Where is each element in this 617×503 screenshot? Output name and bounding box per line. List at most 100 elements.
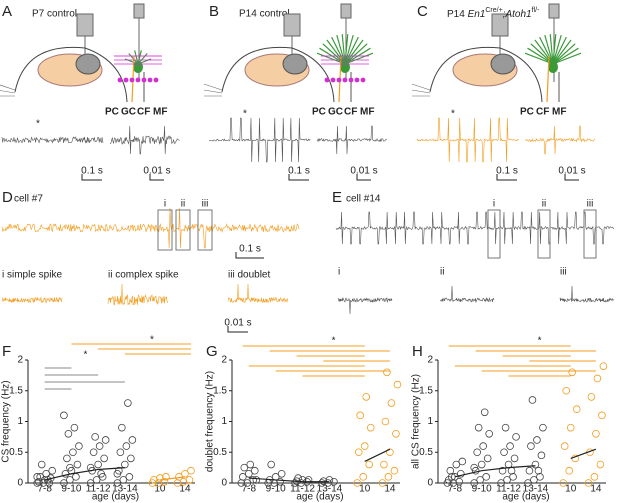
y-tick-label: 0.5: [213, 447, 227, 458]
data-point: [101, 436, 110, 444]
y-tick-label: 0: [427, 478, 433, 489]
scale-bar: [81, 174, 102, 181]
data-point: [584, 479, 593, 487]
data-point: [113, 469, 122, 478]
cell-name: cell #7: [14, 194, 43, 205]
mouse-head: [429, 46, 543, 103]
data-point: [533, 436, 541, 444]
x-tick-label: 14: [179, 484, 191, 495]
data-point: [479, 442, 487, 450]
dendrite: [344, 52, 374, 65]
data-point: [365, 460, 374, 469]
y-tick-label: 1: [221, 416, 227, 427]
gc: [342, 77, 348, 83]
data-point: [245, 469, 253, 478]
data-point: [498, 466, 507, 475]
data-point: [593, 374, 602, 383]
dendrite: [552, 34, 557, 65]
scale-label: 0.01 s: [350, 166, 377, 177]
significance-star: *: [83, 350, 87, 361]
data-point: [500, 448, 508, 457]
data-point: [60, 479, 68, 487]
data-point: [380, 460, 388, 469]
data-point: [95, 442, 104, 450]
title-part: ;Atoh1: [503, 9, 532, 20]
cell-label: GC: [328, 107, 343, 118]
trace: [208, 117, 311, 163]
trend-line: [364, 448, 391, 463]
cell-label: MF: [360, 107, 374, 118]
dendrite: [336, 34, 346, 65]
title-part: fl/-: [532, 7, 540, 14]
cf: [546, 55, 550, 103]
data-point: [378, 479, 387, 487]
data-point: [122, 442, 131, 450]
cell-label: GC: [121, 107, 136, 118]
data-point: [383, 368, 391, 377]
data-point: [566, 423, 575, 432]
data-point: [160, 477, 169, 486]
y-axis-label: all CS frequency (Hz): [411, 374, 422, 469]
data-point: [86, 479, 95, 487]
trend-line: [248, 477, 330, 483]
electrode: [76, 13, 94, 37]
trace: [1, 296, 63, 304]
data-point: [330, 477, 338, 486]
data-point: [92, 476, 101, 484]
x-axis-label: age (days): [92, 492, 139, 503]
trace: [416, 117, 519, 163]
snippet-label: i: [338, 267, 340, 278]
data-point: [477, 460, 486, 469]
cell-label: MF: [153, 107, 167, 118]
cell-label: MF: [552, 107, 566, 118]
data-point: [91, 433, 99, 441]
gc: [135, 77, 141, 83]
data-point: [356, 411, 365, 420]
whisker: [0, 90, 16, 94]
pc-soma: [133, 61, 143, 73]
data-point: [318, 479, 326, 487]
data-point: [393, 380, 402, 389]
selection-box: [175, 209, 191, 251]
title-part: En1: [468, 9, 486, 20]
panel-letter: D: [2, 189, 13, 206]
data-point: [100, 454, 108, 463]
selection-box: [583, 209, 597, 259]
scale-bar: [235, 252, 264, 259]
selection-box: [537, 209, 551, 259]
y-tick-label: 1.5: [419, 385, 433, 396]
data-point: [528, 396, 537, 404]
data-point: [452, 460, 461, 469]
data-point: [590, 473, 599, 481]
electrode: [283, 13, 301, 37]
x-tick-label: 13-14: [317, 484, 343, 495]
panel-title: P7 control: [32, 9, 77, 20]
scale-bar: [356, 174, 371, 181]
data-point: [249, 476, 258, 484]
data-point: [392, 429, 400, 438]
data-point: [94, 460, 102, 469]
y-tick-label: 1.5: [9, 385, 23, 396]
dendrite: [552, 34, 562, 65]
marker: i: [493, 199, 495, 210]
data-point: [483, 454, 492, 463]
data-point: [127, 454, 135, 463]
whisker: [0, 84, 16, 91]
data-point: [456, 469, 465, 478]
data-point: [69, 448, 77, 457]
x-axis-label: age (days): [296, 492, 343, 503]
x-tick-label: 11-12: [496, 484, 521, 495]
significance-star: *: [332, 336, 336, 347]
gc: [117, 77, 123, 83]
trend-line: [570, 448, 597, 459]
title-part: Cre/+: [485, 7, 502, 14]
y-tick-label: 1.5: [213, 385, 227, 396]
data-point: [187, 466, 195, 475]
panel-title: P14 control: [239, 9, 290, 20]
data-point: [251, 466, 259, 475]
data-point: [325, 476, 334, 484]
data-point: [366, 423, 375, 432]
scale-label: 0.1 s: [496, 166, 518, 177]
star: *: [36, 119, 40, 130]
